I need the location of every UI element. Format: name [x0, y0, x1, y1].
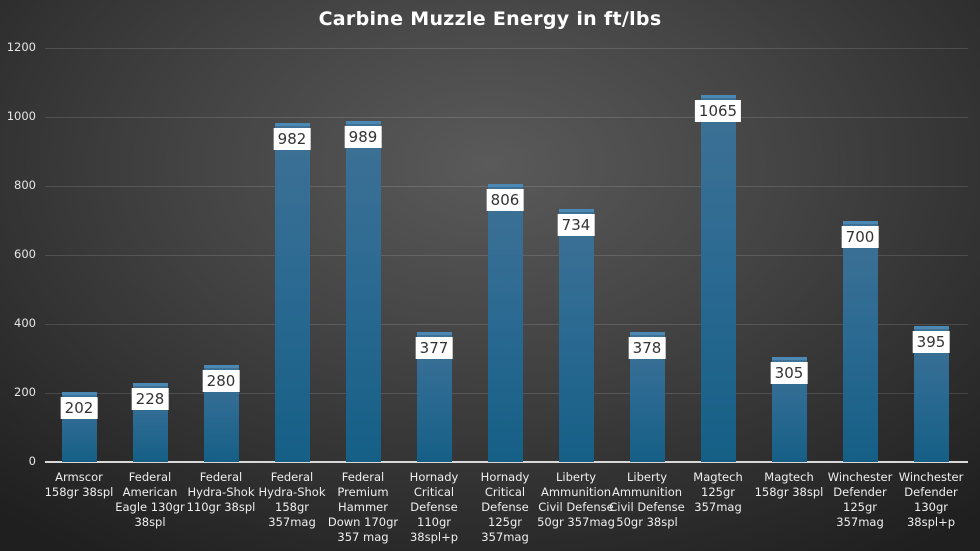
x-tick-label: Armscor 158gr 38spl: [44, 470, 114, 499]
y-tick-label: 800: [14, 178, 36, 192]
y-tick-label: 600: [14, 247, 36, 261]
data-label: 202: [60, 397, 98, 420]
data-label: 395: [912, 330, 950, 353]
x-tick-label: Winchester Defender 130gr 38spl+p: [898, 470, 964, 529]
bar: [345, 120, 381, 462]
x-tick-label: Federal Premium Hammer Down 170gr 357 mag: [327, 470, 399, 544]
x-axis-line: [45, 461, 968, 463]
bar: [842, 220, 878, 462]
x-tick-label: Winchester Defender 125gr 357mag: [827, 470, 893, 529]
gridline: [45, 117, 968, 118]
data-label: 280: [202, 370, 240, 393]
x-tick-label: Federal Hydra-Shok 158gr 357mag: [258, 470, 326, 529]
bar: [700, 94, 736, 462]
bar: [487, 183, 523, 462]
data-label: 734: [557, 213, 595, 236]
bar: [274, 123, 310, 462]
bar: [558, 208, 594, 462]
data-label: 228: [131, 388, 169, 411]
data-label: 700: [841, 225, 879, 248]
data-label: 1065: [694, 99, 742, 122]
y-tick-label: 1200: [6, 40, 36, 54]
data-label: 982: [273, 128, 311, 151]
x-tick-label: Hornady Critical Defense 110gr 38spl+p: [409, 470, 459, 544]
data-label: 377: [415, 336, 453, 359]
y-tick-label: 0: [28, 454, 36, 468]
y-tick-label: 1000: [6, 109, 36, 123]
x-tick-label: Liberty Ammunition Civil Defense 50gr 38spl: [609, 470, 685, 529]
x-tick-label: Magtech 158gr 38spl: [754, 470, 824, 499]
plot-area: 202 228 280 982 989 377 806 734 378 1065 305 700 395: [45, 48, 968, 463]
data-label: 378: [628, 336, 666, 359]
x-tick-label: Magtech 125gr 357mag: [693, 470, 743, 514]
x-tick-label: Federal American Eagle 130gr 38spl: [115, 470, 185, 529]
x-tick-label: Hornady Critical Defense 125gr 357mag: [480, 470, 530, 544]
y-tick-label: 200: [14, 385, 36, 399]
data-label: 305: [770, 361, 808, 384]
y-tick-label: 400: [14, 316, 36, 330]
chart-title: Carbine Muzzle Energy in ft/lbs: [318, 8, 662, 30]
data-label: 806: [486, 188, 524, 211]
data-label: 989: [344, 125, 382, 148]
gridline: [45, 48, 968, 49]
x-tick-label: Federal Hydra-Shok 110gr 38spl: [186, 470, 256, 514]
x-tick-label: Liberty Ammunition Civil Defense 50gr 357ma…: [537, 470, 615, 529]
